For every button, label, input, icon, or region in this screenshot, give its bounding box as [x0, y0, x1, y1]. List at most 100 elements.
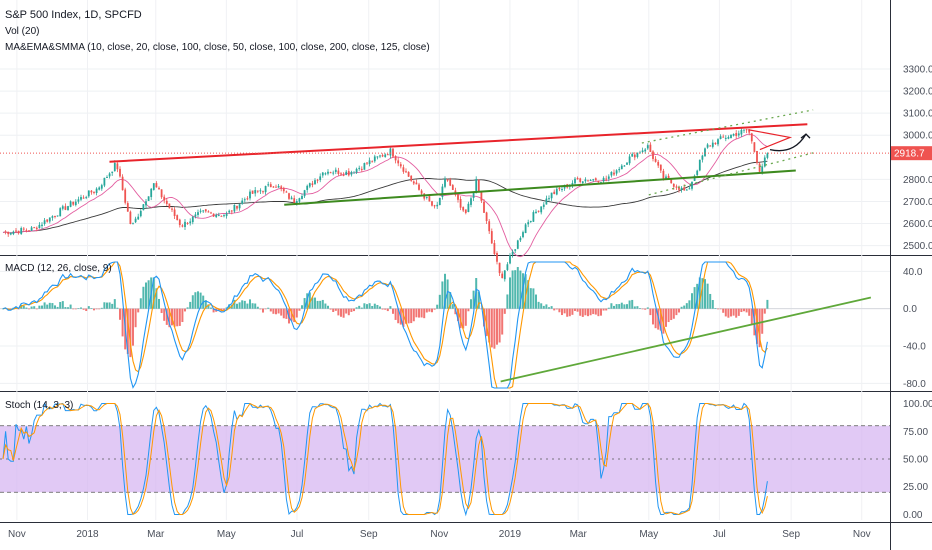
macd-histogram-bar — [137, 308, 140, 313]
macd-histogram-bar — [243, 300, 246, 309]
macd-histogram-bar — [644, 308, 647, 310]
candle-body — [576, 177, 579, 180]
candle-body — [688, 188, 691, 190]
macd-histogram-bar — [711, 300, 714, 309]
candle-body — [207, 211, 210, 213]
candle-body — [553, 191, 556, 194]
candle-body — [223, 215, 225, 217]
macd-histogram-bar — [61, 301, 64, 309]
candle-body — [251, 190, 254, 194]
projection-arrow[interactable] — [769, 133, 807, 152]
macd-histogram-bar — [449, 292, 452, 309]
candle-body — [550, 192, 553, 199]
macd-histogram-bar — [680, 306, 683, 309]
candle-body — [420, 190, 423, 194]
candle-body — [277, 185, 280, 188]
macd-histogram-bar — [363, 303, 366, 309]
candle-body — [386, 154, 389, 156]
candle-body — [108, 173, 111, 177]
candle-body — [20, 228, 23, 234]
macd-histogram-bar — [748, 308, 751, 316]
macd-histogram-bar — [334, 308, 337, 311]
candle-body — [30, 227, 33, 231]
vol-label[interactable]: Vol (20) — [5, 26, 39, 37]
candle-body — [38, 224, 41, 229]
candle-body — [355, 168, 358, 173]
support-trendline[interactable] — [284, 169, 796, 206]
candle-body — [202, 210, 205, 212]
macd-histogram-bar — [168, 308, 171, 328]
macd-label[interactable]: MACD (12, 26, close, 9) — [5, 263, 112, 274]
candle-body — [269, 184, 272, 188]
chart-title[interactable]: S&P 500 Index, 1D, SPCFD — [5, 9, 142, 21]
macd-histogram-bar — [147, 280, 150, 309]
candle-body — [178, 219, 181, 226]
candle-body — [327, 171, 329, 174]
candle-body — [56, 215, 59, 217]
candle-body — [256, 190, 259, 192]
resistance-trendline[interactable] — [109, 123, 808, 163]
macd-histogram-bar — [51, 303, 54, 309]
macd-support-trendline[interactable] — [500, 296, 872, 383]
candle-body — [480, 192, 483, 201]
macd-histogram-bar — [641, 308, 644, 310]
macd-histogram-bar — [145, 282, 147, 309]
macd-histogram-bar — [587, 308, 589, 317]
macd-histogram-bar — [285, 308, 288, 319]
candle-body — [150, 188, 153, 198]
macd-histogram-bar — [763, 308, 766, 314]
candle-body — [602, 177, 605, 182]
arrowhead-icon — [800, 133, 811, 139]
macd-histogram-bar — [415, 308, 418, 318]
macd-histogram-bar — [633, 306, 636, 309]
candle-body — [93, 191, 95, 193]
stoch-label[interactable]: Stoch (14, 3, 3) — [5, 400, 73, 411]
candle-body — [462, 207, 465, 211]
candle-body — [189, 221, 192, 224]
time-tick-label: Sep — [782, 529, 800, 540]
candle-body — [524, 224, 527, 234]
stoch-tick-label: 50.00 — [903, 455, 928, 466]
channel-upper-line[interactable] — [641, 109, 814, 144]
macd-histogram-bar — [719, 308, 722, 310]
candle-body — [204, 209, 207, 212]
macd-histogram-bar — [516, 267, 519, 309]
macd-histogram-bar — [714, 308, 717, 309]
candle-body — [366, 162, 368, 164]
ma-label[interactable]: MA&EMA&SMMA (10, close, 20, close, 100, … — [5, 42, 430, 53]
macd-histogram-bar — [360, 307, 363, 309]
candle-body — [316, 179, 319, 181]
candle-body — [626, 162, 628, 165]
macd-histogram-bar — [345, 308, 348, 314]
ma-long-line — [2, 160, 768, 234]
price-axis[interactable]: 3300.03200.03100.03000.02918.72800.02700… — [903, 65, 932, 521]
time-axis[interactable]: Nov 2018 Mar May Jul Sep Nov 2019 Mar May Jul Sep No… — [8, 529, 871, 540]
candle-body — [48, 217, 51, 222]
candle-body — [358, 167, 361, 169]
candle-body — [173, 209, 176, 217]
candle-body — [80, 197, 82, 200]
candle-body — [142, 204, 145, 211]
macd-histogram-bar — [43, 302, 46, 309]
projection-wedge[interactable] — [748, 129, 793, 151]
macd-histogram-bar — [444, 273, 446, 309]
candle-body — [165, 200, 168, 204]
channel-lower-line[interactable] — [648, 152, 814, 196]
macd-histogram-bar — [176, 308, 179, 327]
macd-histogram-bar — [46, 304, 49, 309]
macd-histogram-bar — [308, 292, 311, 309]
macd-histogram-bar — [67, 307, 69, 309]
candle-body — [693, 175, 696, 181]
candle-body — [597, 181, 600, 183]
candle-body — [264, 186, 267, 193]
candle-body — [415, 182, 418, 185]
last-price-value: 2918.7 — [894, 149, 925, 160]
macd-histogram-bar — [116, 307, 119, 309]
macd-histogram-bar — [337, 308, 340, 316]
macd-histogram-bar — [241, 300, 244, 309]
macd-histogram-bar — [464, 308, 467, 326]
legend: S&P 500 Index, 1D, SPCFD Vol (20) MA&EMA… — [5, 9, 430, 411]
candle-body — [241, 200, 244, 204]
macd-histogram-bar — [441, 281, 444, 309]
candle-body — [360, 168, 363, 170]
